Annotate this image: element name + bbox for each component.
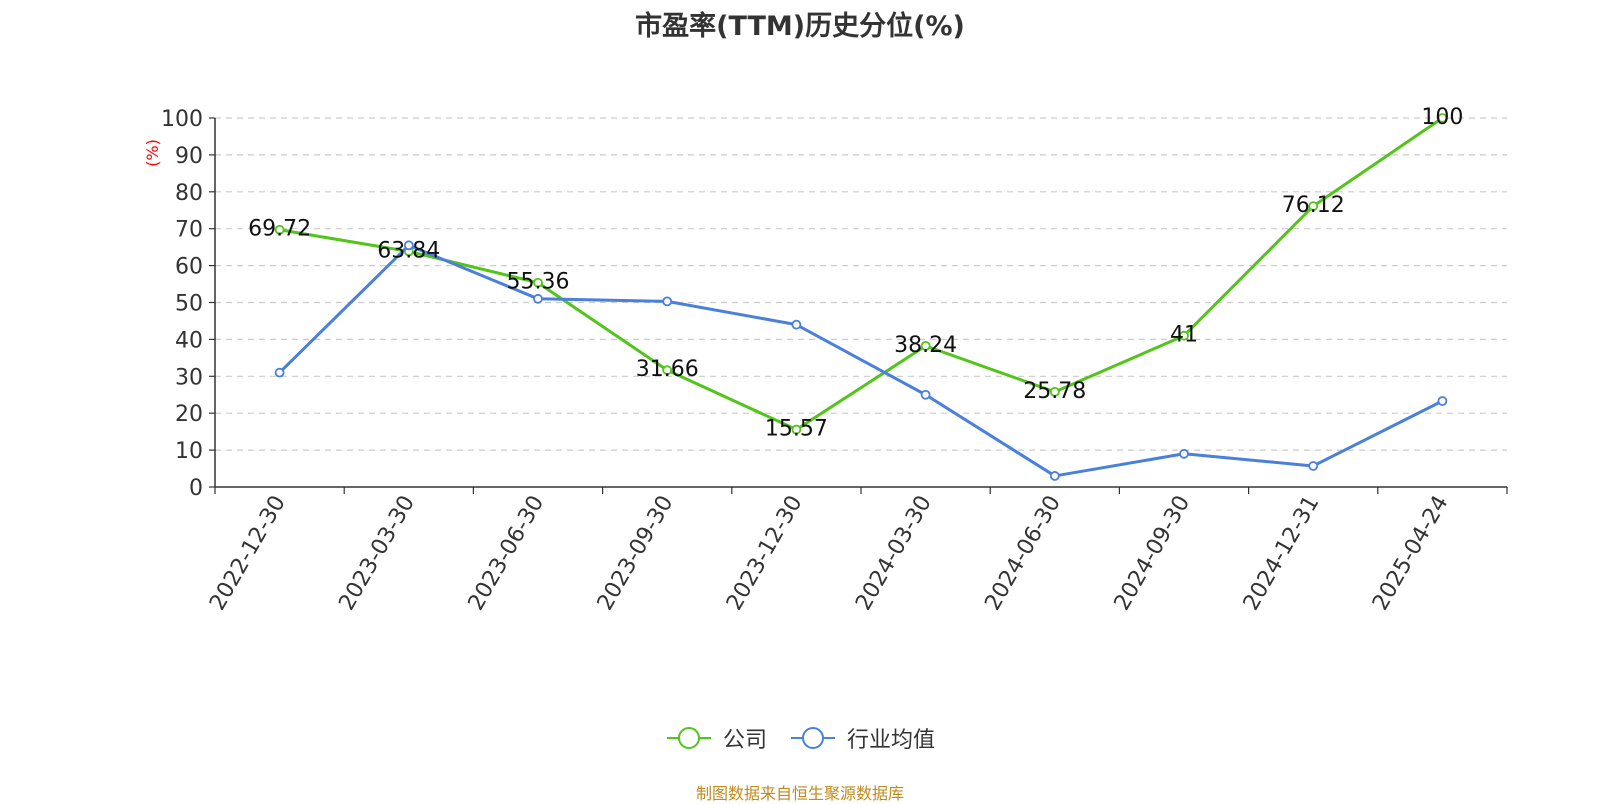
x-tick-label: 2022-12-30 [205,492,291,615]
grid-lines [215,117,1507,451]
legend-marker [677,727,700,749]
y-tick-label: 20 [175,402,203,427]
x-tick-label: 2023-06-30 [464,492,550,615]
y-tick-label: 50 [175,292,203,317]
data-point [920,340,931,351]
series [274,113,1448,481]
data-label: 76.12 [1282,193,1345,218]
series-line-0 [279,116,1444,432]
data-point [1049,471,1060,481]
data-point [403,240,414,251]
source-note: 制图数据来自恒生聚源数据库 [695,784,904,803]
x-tick-label: 2023-03-30 [334,492,420,615]
x-tick-label: 2023-12-30 [722,492,808,615]
legend-marker [802,727,824,749]
data-point [662,365,673,376]
y-tick-label: 10 [175,439,203,464]
data-point [274,367,285,378]
legend-item[interactable]: 公司 [665,722,767,754]
x-tick-label: 2023-09-30 [593,492,679,615]
data-point [791,424,802,435]
data-label: 55.36 [507,270,570,295]
x-tick-label: 2025-04-24 [1368,492,1454,615]
legend-label: 行业均值 [847,728,936,753]
data-point [1437,396,1448,406]
x-tick-label: 2024-12-31 [1239,492,1325,615]
data-point [1308,201,1319,212]
data-point [533,293,543,304]
data-point [662,296,673,307]
y-tick-label: 80 [175,181,203,206]
data-label: 41 [1170,323,1198,348]
y-tick-label: 30 [175,365,203,390]
y-tick-label: 100 [161,107,203,132]
data-point [791,319,802,330]
chart-title: 市盈率(TTM)历史分位(%) [635,11,965,42]
y-tick-label: 40 [175,328,203,353]
legend: 公司 行业均值 [0,722,1600,754]
data-point [920,389,931,400]
data-label: 69.72 [248,217,311,242]
data-label: 15.57 [765,417,828,442]
data-point [533,277,543,288]
data-label: 63.84 [377,238,440,263]
x-tick-label: 2024-03-30 [851,492,937,615]
data-point [1437,113,1448,123]
legend-symbol [791,727,835,749]
legend-symbol [666,727,711,749]
data-point [1179,330,1189,341]
data-point [1308,461,1319,471]
legend-label: 公司 [722,728,767,753]
x-tick-label: 2024-09-30 [1110,492,1196,615]
data-point [274,224,285,235]
y-tick-label: 0 [189,476,203,501]
series-line-1 [278,243,1444,478]
data-label: 38.24 [894,333,957,358]
y-axis-label: (%) [143,139,162,167]
x-tick-label: 2024-06-30 [980,492,1066,615]
legend-item[interactable]: 行业均值 [789,722,935,754]
axes: 0 10 20 30 40 50 60 70 80 90 100 2022-12-30 2023-03-… [161,107,1508,615]
data-label: 100 [1421,105,1463,130]
y-tick-label: 90 [175,144,203,169]
data-labels: 69.72 63.84 55.36 31.66 15.57 38.24 25.78 41 76.… [248,105,1463,442]
data-label: 25.78 [1023,379,1086,404]
y-tick-label: 60 [175,255,203,280]
data-point [1179,448,1189,459]
data-label: 31.66 [636,357,699,382]
y-tick-label: 70 [175,218,203,243]
data-point [1049,386,1060,397]
